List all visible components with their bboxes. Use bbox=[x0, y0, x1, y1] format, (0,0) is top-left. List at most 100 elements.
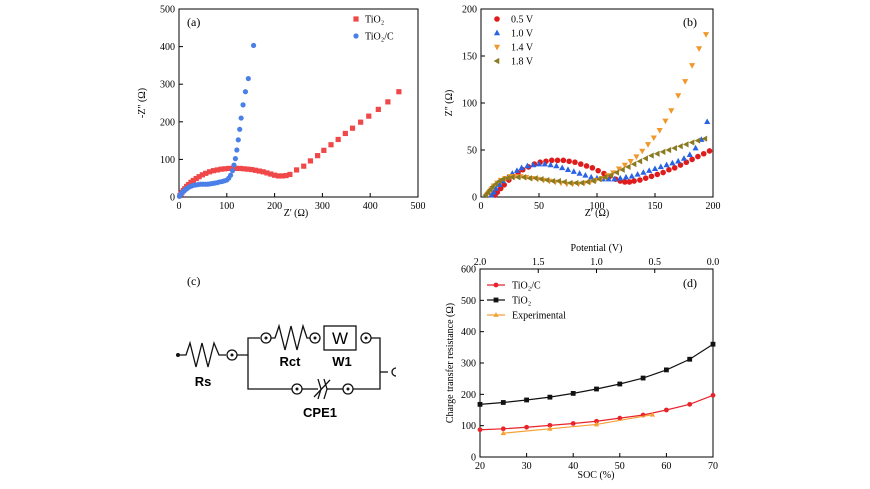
panel-a-data-point bbox=[250, 42, 257, 49]
panel-a-data-point bbox=[275, 173, 282, 179]
panel-a-data-point bbox=[279, 173, 285, 179]
panel-b-data-point bbox=[646, 167, 653, 173]
panel-a-data-point bbox=[268, 171, 274, 177]
panel-a-plot-frame bbox=[178, 8, 419, 198]
panel-b-data-point bbox=[650, 135, 657, 142]
panel-d-data-point bbox=[594, 386, 599, 392]
panel-b-xtick-label: 0 bbox=[479, 201, 484, 212]
panel-d-data-point bbox=[617, 381, 623, 387]
panel-b-data-point bbox=[689, 156, 695, 163]
panel-b-data-point bbox=[675, 93, 682, 99]
panel-b-data-point bbox=[689, 63, 696, 69]
panel-a-legend: TiO₂ TiO₂/C bbox=[353, 15, 394, 43]
panel-d-ylabel: Charge transfer resistance (Ω) bbox=[445, 303, 456, 423]
panel-b-data-point bbox=[583, 163, 590, 169]
panel-a-data-point bbox=[229, 168, 236, 174]
panel-a-ytick-label: 0 bbox=[170, 193, 175, 204]
panel-b-panel-label: (b) bbox=[683, 15, 697, 29]
panel-a-data-point bbox=[283, 172, 289, 179]
panel-b-data-point bbox=[688, 139, 695, 146]
panel-d-top-xtick-label: 1.0 bbox=[590, 257, 603, 268]
panel-a-data-point bbox=[293, 167, 300, 173]
panel-a-xlabel: Z' (Ω) bbox=[284, 208, 309, 219]
panel-b-xtick-label: 150 bbox=[648, 201, 663, 212]
panel-b-data-point bbox=[668, 108, 675, 114]
panel-b-data-point bbox=[675, 157, 682, 164]
panel-b-data-point bbox=[682, 79, 689, 85]
panel-b-data-point bbox=[702, 32, 710, 38]
panel-d-ytick-label: 300 bbox=[461, 359, 476, 370]
panel-b-legend-marker bbox=[493, 44, 501, 51]
panel-b-data-point bbox=[578, 179, 585, 186]
panel-c-label: (c) bbox=[187, 274, 200, 288]
panel-b-data-point bbox=[564, 166, 572, 172]
panel-b-data-point bbox=[662, 118, 669, 125]
panel-b-data-point bbox=[561, 178, 567, 186]
panel-a-data-point bbox=[249, 166, 255, 173]
panel-b-data-point bbox=[572, 159, 578, 166]
panel-d-legend: TiO₂/C TiO₂ Experimental bbox=[487, 281, 566, 322]
panel-d-legend-label: Experimental bbox=[512, 311, 566, 322]
panel-b-legend-item: 1.4 V bbox=[493, 43, 534, 54]
panel-b-data-point bbox=[627, 159, 634, 165]
panel-b-data-point bbox=[547, 161, 554, 168]
panel-a-data-point bbox=[252, 167, 259, 173]
panel-b-legend-label: 0.5 V bbox=[511, 15, 534, 26]
wire-right-rail bbox=[353, 337, 381, 390]
panel-b-data-point bbox=[518, 164, 525, 171]
panel-a-legend-item: TiO₂/C bbox=[353, 32, 394, 43]
panel-d-data-point bbox=[500, 430, 506, 436]
panel-a-data-point bbox=[272, 172, 278, 178]
panel-a-data-point bbox=[233, 165, 239, 172]
panel-d-top-xtick-label: 0.0 bbox=[707, 257, 720, 268]
resistor-rct bbox=[271, 323, 310, 351]
panel-b-data-point bbox=[566, 179, 573, 186]
panel-b-data-point bbox=[701, 135, 708, 142]
panel-a-data-point bbox=[203, 170, 209, 176]
panel-b-data-point bbox=[671, 145, 677, 152]
panel-d-top-xtick-label: 2.0 bbox=[474, 257, 487, 268]
panel-a-data-point bbox=[242, 89, 249, 95]
panel-b-data-point bbox=[590, 177, 596, 185]
panel-a-ytick-label: 400 bbox=[160, 42, 175, 53]
panel-a-data-point bbox=[235, 137, 241, 143]
panel-d-data-point bbox=[500, 426, 506, 432]
panel-b-data-point bbox=[541, 160, 548, 167]
panel-a-ylabel: -Z" (Ω) bbox=[137, 88, 148, 118]
panel-b-data-point bbox=[648, 173, 655, 180]
panel-d-series-1 bbox=[477, 341, 716, 407]
panel-b-data-point bbox=[706, 148, 713, 154]
panel-d-data-point bbox=[664, 407, 669, 413]
panel-a-series-1 bbox=[176, 42, 257, 199]
panel-b-data-point bbox=[677, 162, 684, 168]
panel-a-xtick-label: 0 bbox=[177, 201, 182, 212]
panel-a-data-point bbox=[321, 147, 327, 153]
panel-a-data-point bbox=[218, 166, 224, 172]
panel-b-data-point bbox=[549, 177, 556, 185]
panel-b-data-point bbox=[659, 148, 666, 155]
panel-d-xtick-label: 20 bbox=[475, 461, 485, 472]
panel-b-legend-item: 1.0 V bbox=[493, 29, 534, 40]
panel-d-top-xlabel: Potential (V) bbox=[571, 243, 623, 254]
panel-b-data-point bbox=[683, 159, 690, 166]
panel-d-data-point bbox=[570, 390, 576, 396]
panel-b-legend-item: 1.8 V bbox=[493, 57, 534, 68]
panel-a-legend-item: TiO₂ bbox=[353, 15, 384, 26]
panel-a-data-point bbox=[396, 89, 402, 95]
panel-d-top-xtick-label: 1.5 bbox=[532, 257, 545, 268]
panel-b-data-point bbox=[490, 188, 497, 195]
panel-a-nyquist-plot: 0 100 200 300 400 500 0 100 200 300 400 500 Z' (Ω) -Z… bbox=[137, 5, 426, 220]
panel-a-data-point bbox=[256, 168, 262, 174]
panel-d-legend-marker bbox=[493, 282, 499, 288]
panel-a-data-point bbox=[315, 153, 321, 159]
panel-a-data-point bbox=[234, 147, 240, 153]
panel-a-data-point bbox=[301, 163, 307, 169]
panel-b-data-point bbox=[589, 165, 596, 171]
panel-a-data-point bbox=[385, 99, 391, 105]
panel-b-data-point bbox=[680, 155, 688, 161]
panel-b-ytick-label: 0 bbox=[472, 193, 477, 204]
panel-b-data-point bbox=[499, 176, 506, 183]
panel-b-legend-label: 1.8 V bbox=[511, 57, 534, 68]
node-cpe-right bbox=[342, 383, 354, 395]
